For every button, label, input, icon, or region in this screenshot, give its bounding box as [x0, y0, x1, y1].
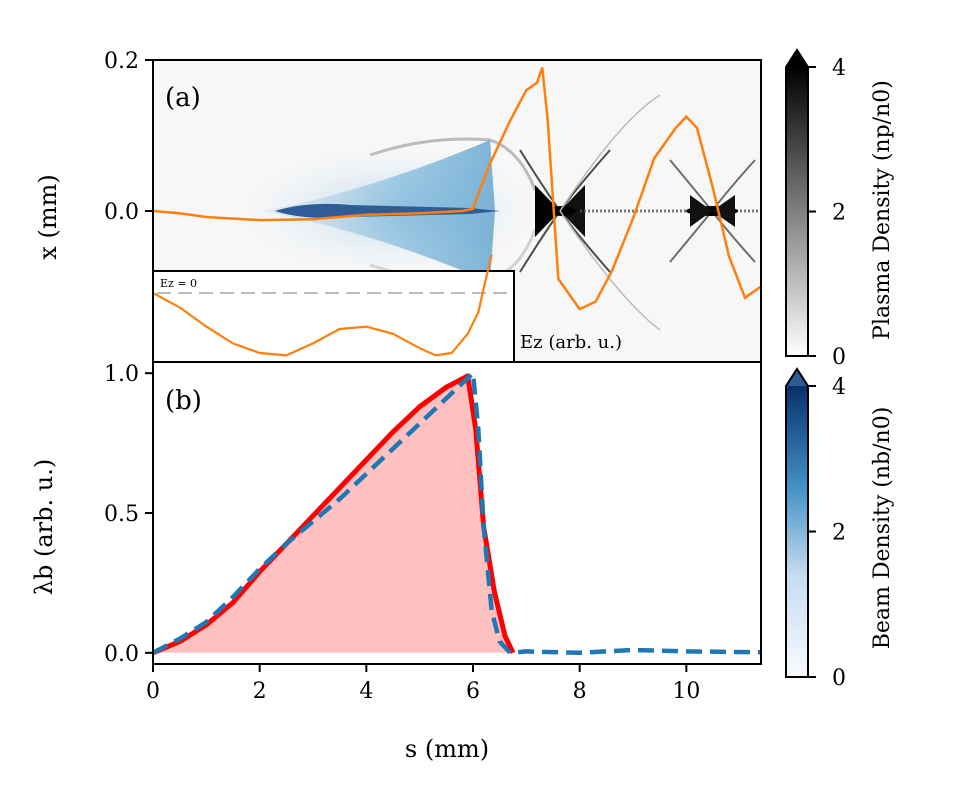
colorbar-tick-label: 4: [832, 375, 846, 400]
panel-b-label: (b): [165, 386, 202, 416]
panel-b-ylabel: λb (arb. u.): [30, 459, 58, 595]
beam-colorbar-label: Beam Density (nb/n0): [870, 407, 895, 650]
panel-b-y-tick-label: 0.5: [104, 502, 139, 527]
inset-axis-label: Ez (arb. u.): [520, 332, 622, 353]
panel-b-x-ticks: 0 2 4 6 8 10: [146, 664, 700, 704]
plasma-colorbar-outline: [785, 48, 809, 357]
beam-colorbar-gradient: [786, 386, 808, 677]
panel-a: Ez = 0 Ez (arb. u.) (a) 0.2 0.0 x (mm): [34, 49, 762, 363]
ez-field-line: [153, 67, 761, 311]
plasma-colorbar-label: Plasma Density (np/n0): [870, 80, 895, 340]
target-profile-fill: [153, 376, 513, 653]
beam-colorbar-ticks: 0 2 4: [808, 375, 846, 691]
panel-b-x-tick-label: 10: [672, 679, 700, 704]
panel-b-x-tick-label: 6: [466, 679, 480, 704]
colorbar-tick-label: 0: [832, 666, 846, 691]
panel-b-x-tick-label: 2: [253, 679, 267, 704]
panel-a-y-tick-label: 0.0: [104, 200, 139, 225]
colorbar-tick-label: 4: [832, 56, 846, 81]
colorbar-tick-label: 0: [832, 345, 846, 370]
plasma-colorbar-extend-arrow: [786, 50, 808, 67]
panel-b-x-tick-label: 4: [359, 679, 373, 704]
wake-crossing-1: [519, 94, 661, 331]
panel-a-ylabel: x (mm): [34, 174, 62, 259]
inset-zero-label: Ez = 0: [160, 277, 197, 290]
beam-colorbar-outline: [785, 367, 809, 678]
panel-a-y-ticks: 0.2 0.0: [104, 49, 153, 225]
panel-a-label: (a): [165, 83, 201, 113]
wake-crossing-2: [669, 159, 756, 263]
inset-box: [152, 270, 515, 363]
density-map: [240, 94, 760, 331]
panel-b-y-tick-label: 1.0: [104, 362, 139, 387]
panel-b: (b) 0.0 0.5 1.0 0 2 4 6 8 10 λb (arb. u.) s (mm…: [30, 361, 762, 763]
panel-b-xlabel: s (mm): [405, 735, 489, 763]
plasma-colorbar-ticks: 0 2 4: [808, 56, 846, 370]
colorbar-tick-label: 2: [832, 521, 846, 546]
panel-b-x-tick-label: 0: [146, 679, 160, 704]
panel-b-y-tick-label: 0.0: [104, 642, 139, 667]
beam-core: [275, 203, 500, 219]
plasma-colorbar: 0 2 4 Plasma Density (np/n0): [785, 48, 895, 370]
panel-b-x-tick-label: 8: [573, 679, 587, 704]
beam-colorbar: 0 2 4 Beam Density (nb/n0): [785, 367, 895, 691]
beam-colorbar-extend-arrow: [786, 369, 808, 386]
colorbar-tick-label: 2: [832, 201, 846, 226]
panel-b-y-ticks: 0.0 0.5 1.0: [104, 362, 153, 667]
measured-profile-line: [153, 370, 761, 656]
panel-a-y-tick-label: 0.2: [104, 49, 139, 74]
inset-ez-line: [152, 254, 493, 357]
plasma-colorbar-gradient: [786, 67, 808, 356]
